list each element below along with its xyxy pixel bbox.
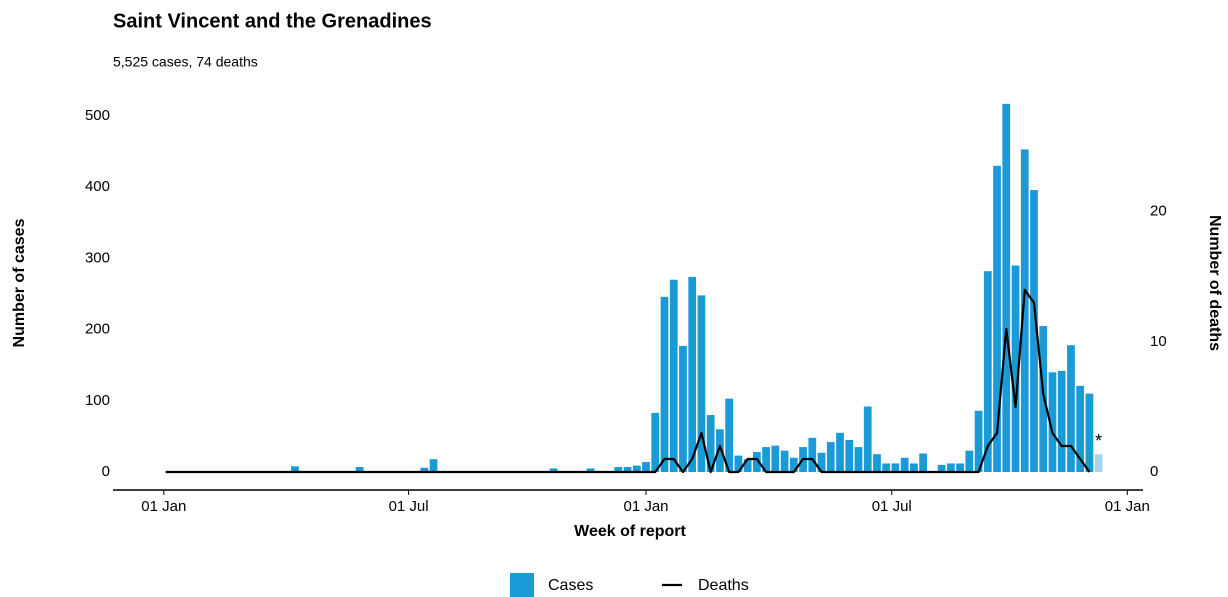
bar	[854, 447, 863, 472]
bar	[983, 271, 992, 472]
bar	[965, 450, 974, 472]
bar	[1039, 326, 1048, 472]
line	[165, 288, 1091, 474]
bar	[771, 445, 780, 472]
bar	[420, 467, 429, 472]
annotation: *	[1095, 431, 1102, 451]
bar	[651, 412, 660, 472]
y-tick-label: 200	[85, 321, 110, 338]
bar	[863, 406, 872, 472]
bar	[632, 465, 641, 472]
bar	[1048, 372, 1057, 472]
bar	[725, 398, 734, 472]
bar	[1094, 454, 1103, 472]
y2-axis-label: Number of deaths	[1206, 215, 1223, 351]
y-axis-label: Number of cases	[11, 218, 28, 347]
x-tick-label: 01 Jan	[623, 498, 668, 515]
x-tick-label: 01 Jan	[1105, 498, 1150, 515]
bar	[845, 439, 854, 472]
bar	[706, 415, 715, 472]
bar	[817, 452, 826, 472]
bar	[623, 467, 632, 472]
bar	[910, 463, 918, 472]
bar	[993, 165, 1001, 472]
bar	[1030, 190, 1038, 472]
y-tick-label: 0	[102, 463, 110, 480]
bar	[946, 463, 955, 472]
bar	[716, 429, 724, 472]
bar	[660, 296, 669, 472]
bar	[873, 454, 881, 472]
legend-label: Deaths	[698, 577, 749, 594]
y-tick-label: 300	[85, 249, 110, 266]
bar	[1067, 345, 1075, 472]
x-tick-label: 01 Jul	[872, 498, 912, 515]
bar	[762, 447, 770, 472]
bar	[688, 276, 697, 472]
bar	[291, 466, 299, 472]
bar	[1076, 385, 1085, 472]
y2-tick-label: 20	[1150, 203, 1167, 220]
bar	[882, 463, 891, 472]
bar	[642, 462, 650, 472]
bar	[549, 468, 558, 472]
bar	[679, 345, 687, 472]
bar	[1002, 103, 1011, 472]
bar	[826, 442, 835, 472]
bar	[586, 468, 595, 472]
y-tick-label: 500	[85, 107, 110, 124]
bar	[743, 459, 752, 472]
x-axis-label: Week of report	[574, 523, 686, 540]
bar	[355, 467, 364, 472]
bar	[780, 450, 789, 472]
bar	[974, 410, 983, 472]
y2-tick-label: 0	[1150, 463, 1158, 480]
x-tick-label: 01 Jan	[141, 498, 186, 515]
bar	[937, 464, 946, 472]
bar	[1085, 393, 1094, 472]
x-tick-label: 01 Jul	[389, 498, 429, 515]
bar	[956, 463, 964, 472]
bar	[900, 457, 909, 472]
bar	[1011, 265, 1020, 472]
bar	[734, 455, 743, 472]
bar	[669, 279, 678, 472]
chart-title: Saint Vincent and the Grenadines	[113, 10, 432, 32]
bar	[808, 437, 817, 472]
bar	[614, 467, 623, 472]
legend-swatch	[510, 573, 534, 597]
y-tick-label: 400	[85, 178, 110, 195]
bar	[1020, 149, 1029, 472]
legend-label: Cases	[548, 577, 593, 594]
chart-subtitle: 5,525 cases, 74 deaths	[113, 54, 258, 70]
bar	[752, 452, 761, 472]
bar	[789, 457, 798, 472]
bar	[919, 453, 928, 472]
y-tick-label: 100	[85, 392, 110, 409]
bar	[891, 463, 900, 472]
bar	[697, 295, 706, 472]
y2-tick-label: 10	[1150, 333, 1167, 350]
bar	[836, 432, 844, 472]
bar	[1057, 370, 1066, 472]
bar	[429, 459, 438, 472]
